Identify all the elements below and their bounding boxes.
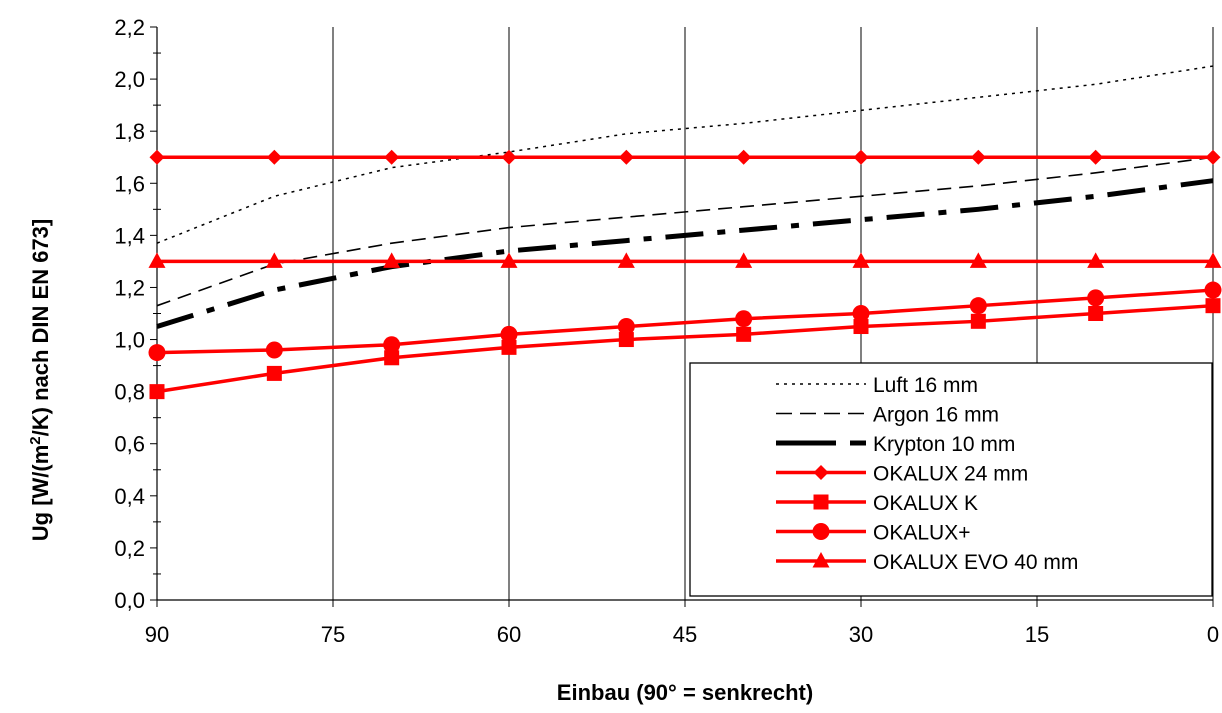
axes: 0,0 0,2 0,4 0,6 0,8 1,0 1,2 1,4 1,6 1,8 2,0 2,2 90 75… <box>114 15 1219 647</box>
y-tick-label: 1,2 <box>114 275 145 300</box>
series-okalux-k <box>149 298 1221 400</box>
legend-marker <box>812 552 830 568</box>
data-point <box>1087 289 1105 307</box>
data-point <box>383 336 401 354</box>
data-point <box>149 384 165 400</box>
data-point <box>1088 149 1104 165</box>
series-group <box>148 65 1222 400</box>
data-point <box>501 339 517 355</box>
data-point <box>1204 252 1222 268</box>
legend: Luft 16 mm Argon 16 mm Krypton 10 mm OKALUX… <box>689 362 1213 597</box>
legend-label: OKALUX+ <box>873 522 970 545</box>
y-tick-label: 2,0 <box>114 67 145 92</box>
legend-marker <box>812 523 830 540</box>
series-luft-16-mm <box>156 65 1214 244</box>
series-line <box>156 288 1214 355</box>
data-point <box>736 326 752 342</box>
data-point <box>266 365 282 381</box>
series-line <box>156 65 1214 244</box>
grid-lines <box>332 27 1214 600</box>
y-tick-label: 1,4 <box>114 223 145 248</box>
y-tick-label: 2,2 <box>114 15 145 40</box>
legend-label: OKALUX 24 mm <box>873 463 1028 486</box>
data-point <box>1205 149 1221 165</box>
y-tick-label: 0,4 <box>114 484 145 509</box>
legend-label: Argon 16 mm <box>873 404 999 427</box>
series-okalux- <box>148 281 1222 362</box>
data-point <box>1204 281 1222 299</box>
data-point <box>969 252 987 268</box>
data-point <box>853 319 869 335</box>
svg-text:Ug [W/(m2/K) nach DIN EN 673]: Ug [W/(m2/K) nach DIN EN 673] <box>27 219 53 541</box>
y-tick-label: 1,8 <box>114 119 145 144</box>
data-point <box>500 325 518 343</box>
data-point <box>266 149 282 165</box>
y-tick-label: 1,6 <box>114 171 145 196</box>
data-point <box>265 252 283 268</box>
legend-box <box>689 362 1213 597</box>
y-axis-title: Ug [W/(m2/K) nach DIN EN 673] <box>27 219 53 541</box>
data-point <box>1087 252 1105 268</box>
series-okalux-24-mm <box>149 149 1221 165</box>
y-axis-title-part2: /K) nach DIN EN 673] <box>28 219 53 437</box>
data-point <box>265 341 283 359</box>
series-krypton-10-mm <box>156 178 1214 329</box>
y-tick-label: 0,6 <box>114 432 145 457</box>
data-point <box>500 252 518 268</box>
x-axis-title: Einbau (90° = senkrecht) <box>557 680 813 705</box>
series-line <box>156 303 1214 394</box>
series-argon-16-mm <box>156 156 1214 307</box>
data-point <box>1088 306 1104 321</box>
data-point <box>736 149 752 165</box>
legend-marker <box>813 494 829 510</box>
data-point <box>969 297 987 315</box>
x-tick-label: 0 <box>1207 622 1219 647</box>
series-line <box>156 156 1214 307</box>
data-point <box>852 305 870 322</box>
data-point <box>617 318 635 336</box>
series-okalux-evo-40-mm <box>148 252 1222 268</box>
data-point <box>384 350 400 366</box>
data-point <box>501 149 517 165</box>
data-point <box>852 252 870 268</box>
data-point <box>618 332 634 348</box>
x-tick-label: 30 <box>849 622 873 647</box>
legend-label: OKALUX EVO 40 mm <box>873 551 1078 574</box>
legend-label: OKALUX K <box>873 492 978 515</box>
y-tick-label: 0,2 <box>114 536 145 561</box>
series-line <box>156 178 1214 329</box>
x-tick-label: 15 <box>1025 622 1049 647</box>
data-point <box>853 149 869 165</box>
data-point <box>617 252 635 268</box>
data-point <box>1205 298 1221 314</box>
y-tick-label: 0,0 <box>114 588 145 613</box>
y-tick-label: 1,0 <box>114 328 145 353</box>
data-point <box>149 149 165 165</box>
x-tick-label: 45 <box>673 622 697 647</box>
data-point <box>148 252 166 268</box>
x-tick-label: 75 <box>321 622 345 647</box>
legend-marker <box>813 465 829 480</box>
data-point <box>970 149 986 165</box>
data-point <box>383 252 401 268</box>
x-tick-label: 90 <box>145 622 169 647</box>
data-point <box>735 252 753 268</box>
legend-label: Luft 16 mm <box>873 374 978 397</box>
y-axis-title-part1: Ug [W/(m <box>28 445 53 542</box>
data-point <box>618 149 634 165</box>
data-point <box>970 313 986 329</box>
data-point <box>384 149 400 165</box>
data-point <box>735 310 753 328</box>
y-tick-label: 0,8 <box>114 380 145 405</box>
x-tick-label: 60 <box>497 622 521 647</box>
y-axis-title-superscript: 2 <box>27 436 44 444</box>
legend-label: Krypton 10 mm <box>873 433 1015 456</box>
data-point <box>148 344 166 362</box>
